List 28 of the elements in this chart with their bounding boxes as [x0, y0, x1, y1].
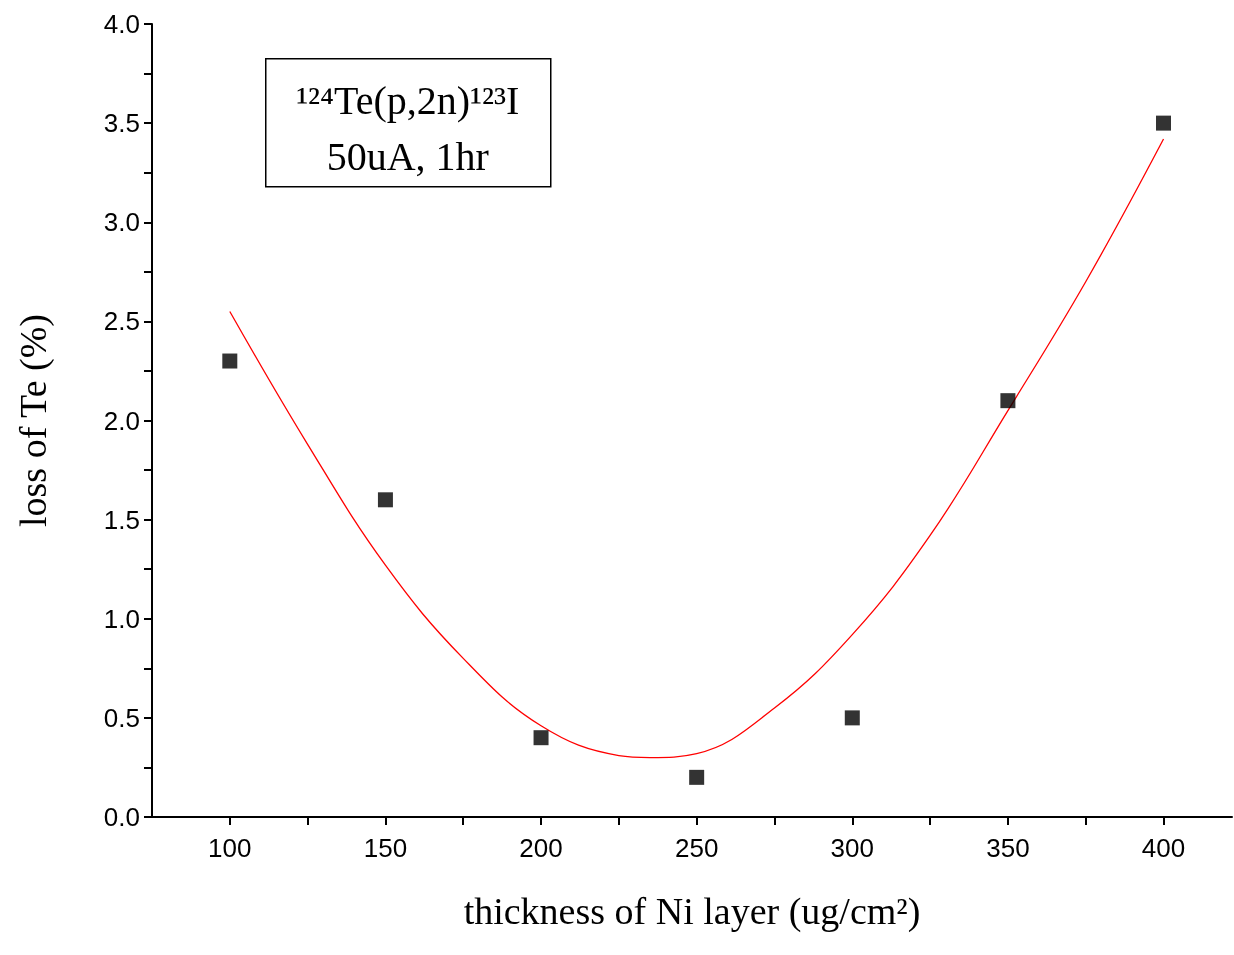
x-tick-label: 200 [519, 833, 563, 863]
y-tick-label: 1.5 [103, 504, 140, 535]
x-tick-label: 400 [1141, 833, 1186, 863]
annotation: ¹²⁴Te(p,2n)¹²³I [296, 78, 520, 124]
point [1156, 115, 1172, 131]
x-tick-label: 150 [363, 833, 408, 863]
x-axis-title: thickness of Ni layer (ug/cm²) [463, 890, 921, 933]
point [533, 730, 549, 746]
point [1000, 393, 1016, 409]
y-tick-label: 4.0 [103, 9, 140, 39]
annotation: 50uA, 1hr [326, 134, 489, 180]
y-tick-label: 0.5 [103, 702, 140, 733]
y-axis-title: loss of Te (%) [12, 314, 55, 527]
x-tick-label: 100 [208, 833, 252, 863]
y-tick-label: 1.0 [103, 603, 140, 634]
y-tick-label: 2.5 [103, 306, 140, 337]
y-tick-label: 0.0 [103, 802, 140, 832]
y-tick-label: 3.0 [103, 207, 140, 238]
x-tick-label: 300 [830, 833, 874, 863]
x-tick-label: 250 [674, 833, 719, 863]
point [377, 492, 393, 508]
y-tick-label: 3.5 [103, 108, 140, 139]
point [844, 710, 860, 726]
line-series [229, 138, 1165, 759]
x-tick-label: 350 [986, 833, 1030, 863]
y-tick-label: 2.0 [103, 405, 140, 436]
point [689, 769, 705, 785]
point [222, 353, 238, 369]
